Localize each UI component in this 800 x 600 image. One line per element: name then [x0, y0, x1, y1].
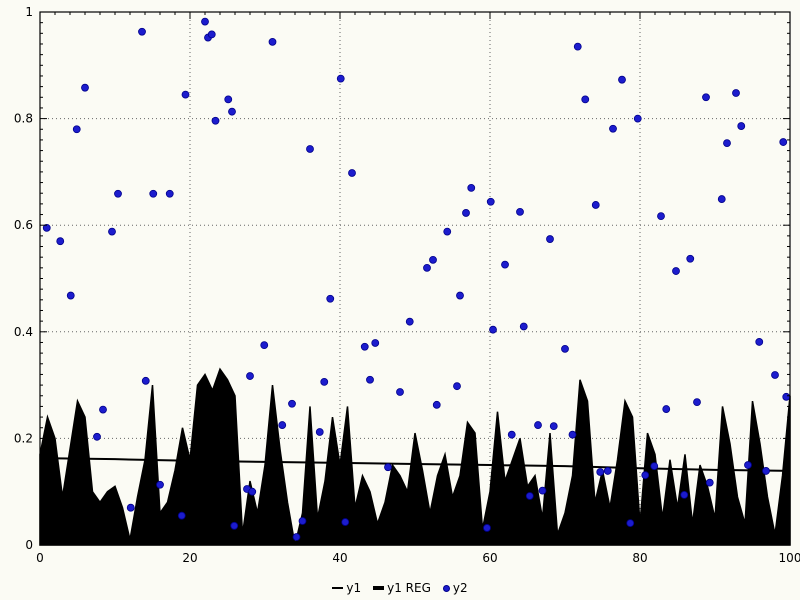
svg-text:0: 0 — [36, 551, 44, 565]
svg-text:0.2: 0.2 — [14, 431, 33, 445]
regression-line-y1-reg — [39, 457, 791, 472]
legend-item-y2: y2 — [442, 581, 468, 595]
axis-ticks — [39, 11, 791, 546]
legend-label-y1-reg: y1 REG — [387, 581, 431, 595]
svg-text:0.8: 0.8 — [14, 112, 33, 126]
svg-text:80: 80 — [632, 551, 647, 565]
y1-line-marker-icon — [332, 587, 344, 589]
legend-label-y2: y2 — [452, 581, 468, 595]
svg-text:0.6: 0.6 — [14, 218, 33, 232]
legend-item-y1: y1 — [332, 581, 361, 595]
legend: y1 y1 REG y2 — [0, 581, 800, 595]
legend-item-y1-reg: y1 REG — [373, 581, 431, 595]
y1-reg-line-marker-icon — [373, 586, 385, 590]
legend-label-y1: y1 — [346, 581, 362, 595]
svg-text:20: 20 — [182, 551, 197, 565]
y2-dot-marker-icon — [442, 584, 450, 592]
area-series-y1 — [39, 367, 791, 546]
svg-text:40: 40 — [332, 551, 347, 565]
scatter-series-y2 — [42, 17, 791, 541]
axis-tick-labels: 0 20 40 60 80 100 0 0.2 0.4 0.6 0.8 1 — [14, 5, 800, 565]
svg-text:60: 60 — [482, 551, 497, 565]
svg-text:1: 1 — [25, 5, 33, 19]
svg-text:0: 0 — [25, 538, 33, 552]
svg-text:100: 100 — [779, 551, 800, 565]
svg-text:0.4: 0.4 — [14, 325, 33, 339]
